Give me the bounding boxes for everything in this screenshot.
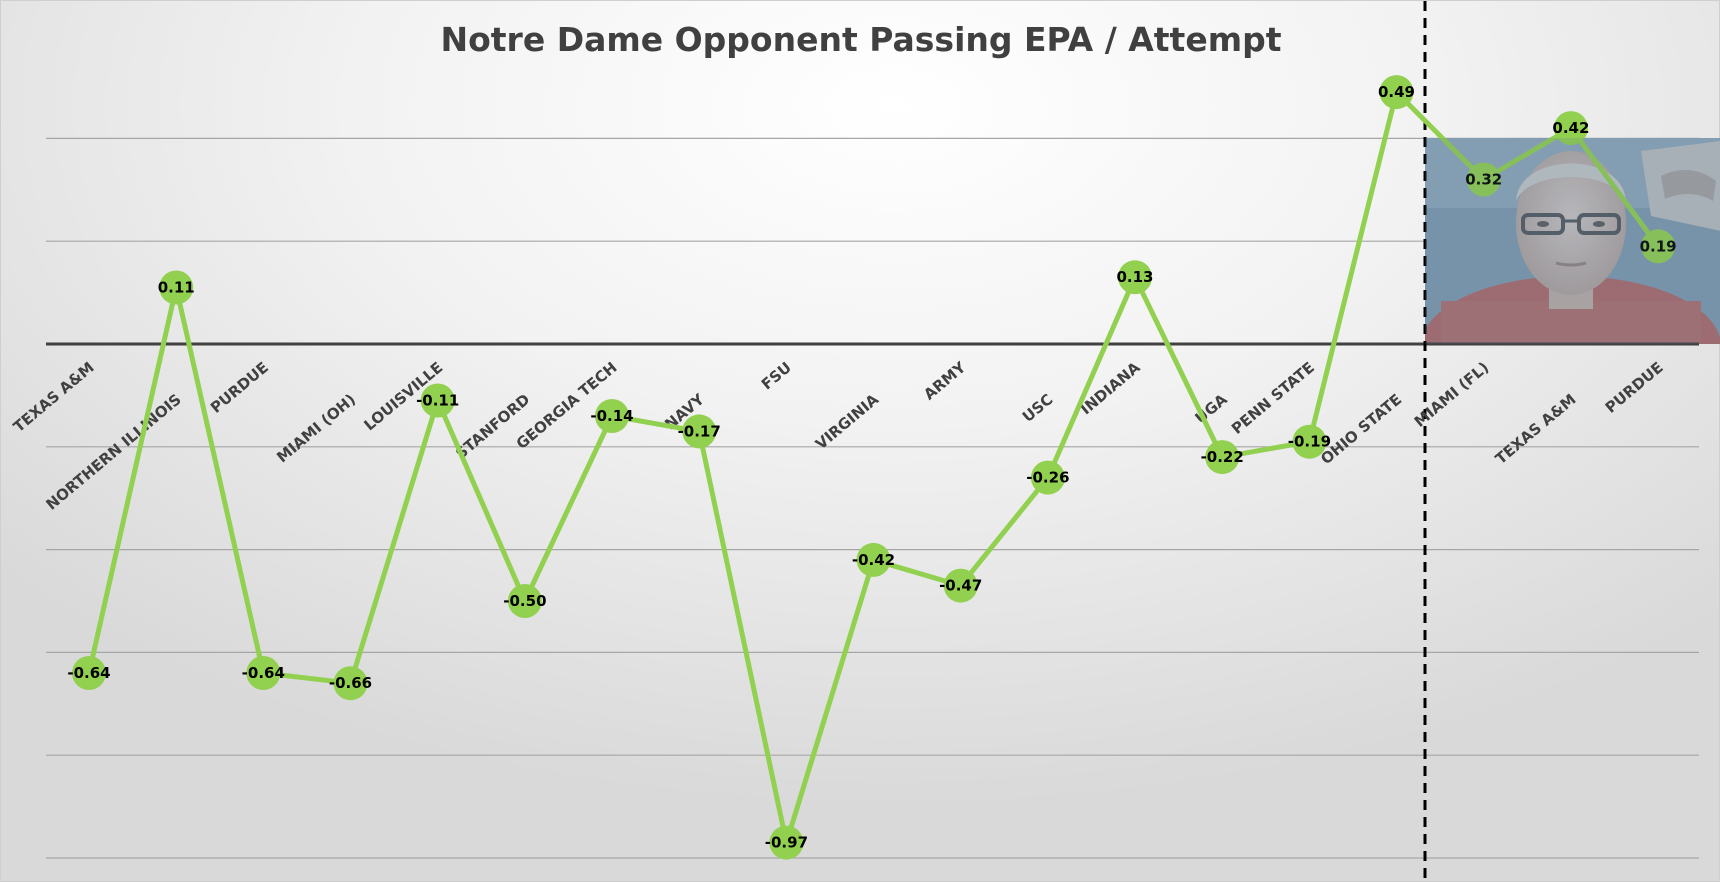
inset-overlay (1425, 138, 1720, 344)
data-label: 0.42 (1552, 119, 1589, 137)
x-tick-label: ARMY (920, 358, 970, 404)
data-point-marker (1030, 460, 1065, 495)
data-label: -0.19 (1288, 433, 1331, 451)
data-label: -0.97 (765, 834, 808, 852)
data-labels: -0.64 0.11 -0.64 -0.66 -0.11 -0.50 -0.14 -0.17 -… (67, 83, 1677, 852)
data-point-marker (159, 270, 194, 305)
data-label: -0.11 (416, 392, 459, 410)
x-tick-label: OHIO STATE (1317, 390, 1405, 468)
x-tick-label: MIAMI (FL) (1411, 358, 1493, 431)
data-point-marker (682, 414, 717, 449)
data-point-marker (246, 656, 281, 690)
data-label: -0.17 (678, 422, 721, 440)
x-tick-label: TEXAS A&M (1492, 390, 1580, 468)
data-label: -0.26 (1026, 469, 1069, 487)
data-label: 0.32 (1465, 171, 1502, 189)
data-point-marker (1292, 424, 1327, 459)
series-markers (72, 75, 1676, 860)
data-label: -0.42 (852, 551, 895, 569)
x-tick-label: MIAMI (OH) (273, 390, 359, 466)
data-point-marker (1205, 440, 1240, 475)
data-point-marker (1553, 111, 1588, 146)
data-label: 0.19 (1640, 237, 1677, 255)
data-point-marker (856, 542, 891, 577)
data-point-marker (1466, 162, 1501, 197)
data-label: -0.66 (329, 674, 372, 692)
x-tick-label: TEXAS A&M (10, 358, 98, 436)
x-tick-label: STANFORD (452, 390, 533, 462)
data-point-marker (507, 584, 542, 618)
data-label: -0.47 (939, 577, 982, 595)
data-label: 0.11 (158, 279, 195, 297)
x-tick-label: NORTHERN ILLINOIS (43, 390, 185, 513)
data-point-marker (1641, 229, 1676, 264)
data-point-marker (333, 666, 368, 701)
data-point-marker (1118, 260, 1152, 295)
gridlines (46, 137, 1699, 859)
webcam-person-photo (1425, 138, 1720, 344)
data-point-marker (420, 383, 455, 418)
data-label: -0.22 (1201, 448, 1244, 466)
x-tick-label: PURDUE (207, 358, 272, 417)
data-label: -0.64 (67, 664, 110, 682)
data-point-marker (72, 656, 106, 690)
data-label: 0.13 (1116, 268, 1153, 286)
series-line (86, 89, 1661, 846)
x-tick-label: FSU (758, 358, 795, 393)
x-tick-label: VIRGINIA (812, 390, 882, 453)
data-point-marker (943, 568, 978, 603)
data-label: 0.49 (1378, 83, 1415, 101)
data-point-marker (595, 399, 629, 433)
data-point-marker (769, 825, 804, 860)
data-point-marker (1379, 75, 1414, 110)
data-label: -0.64 (242, 664, 285, 682)
x-tick-label: USC (1019, 390, 1057, 426)
data-label: -0.50 (503, 592, 546, 610)
chart-title: Notre Dame Opponent Passing EPA / Attemp… (440, 20, 1281, 59)
data-label: -0.14 (590, 407, 633, 425)
x-tick-label: PURDUE (1602, 358, 1667, 417)
